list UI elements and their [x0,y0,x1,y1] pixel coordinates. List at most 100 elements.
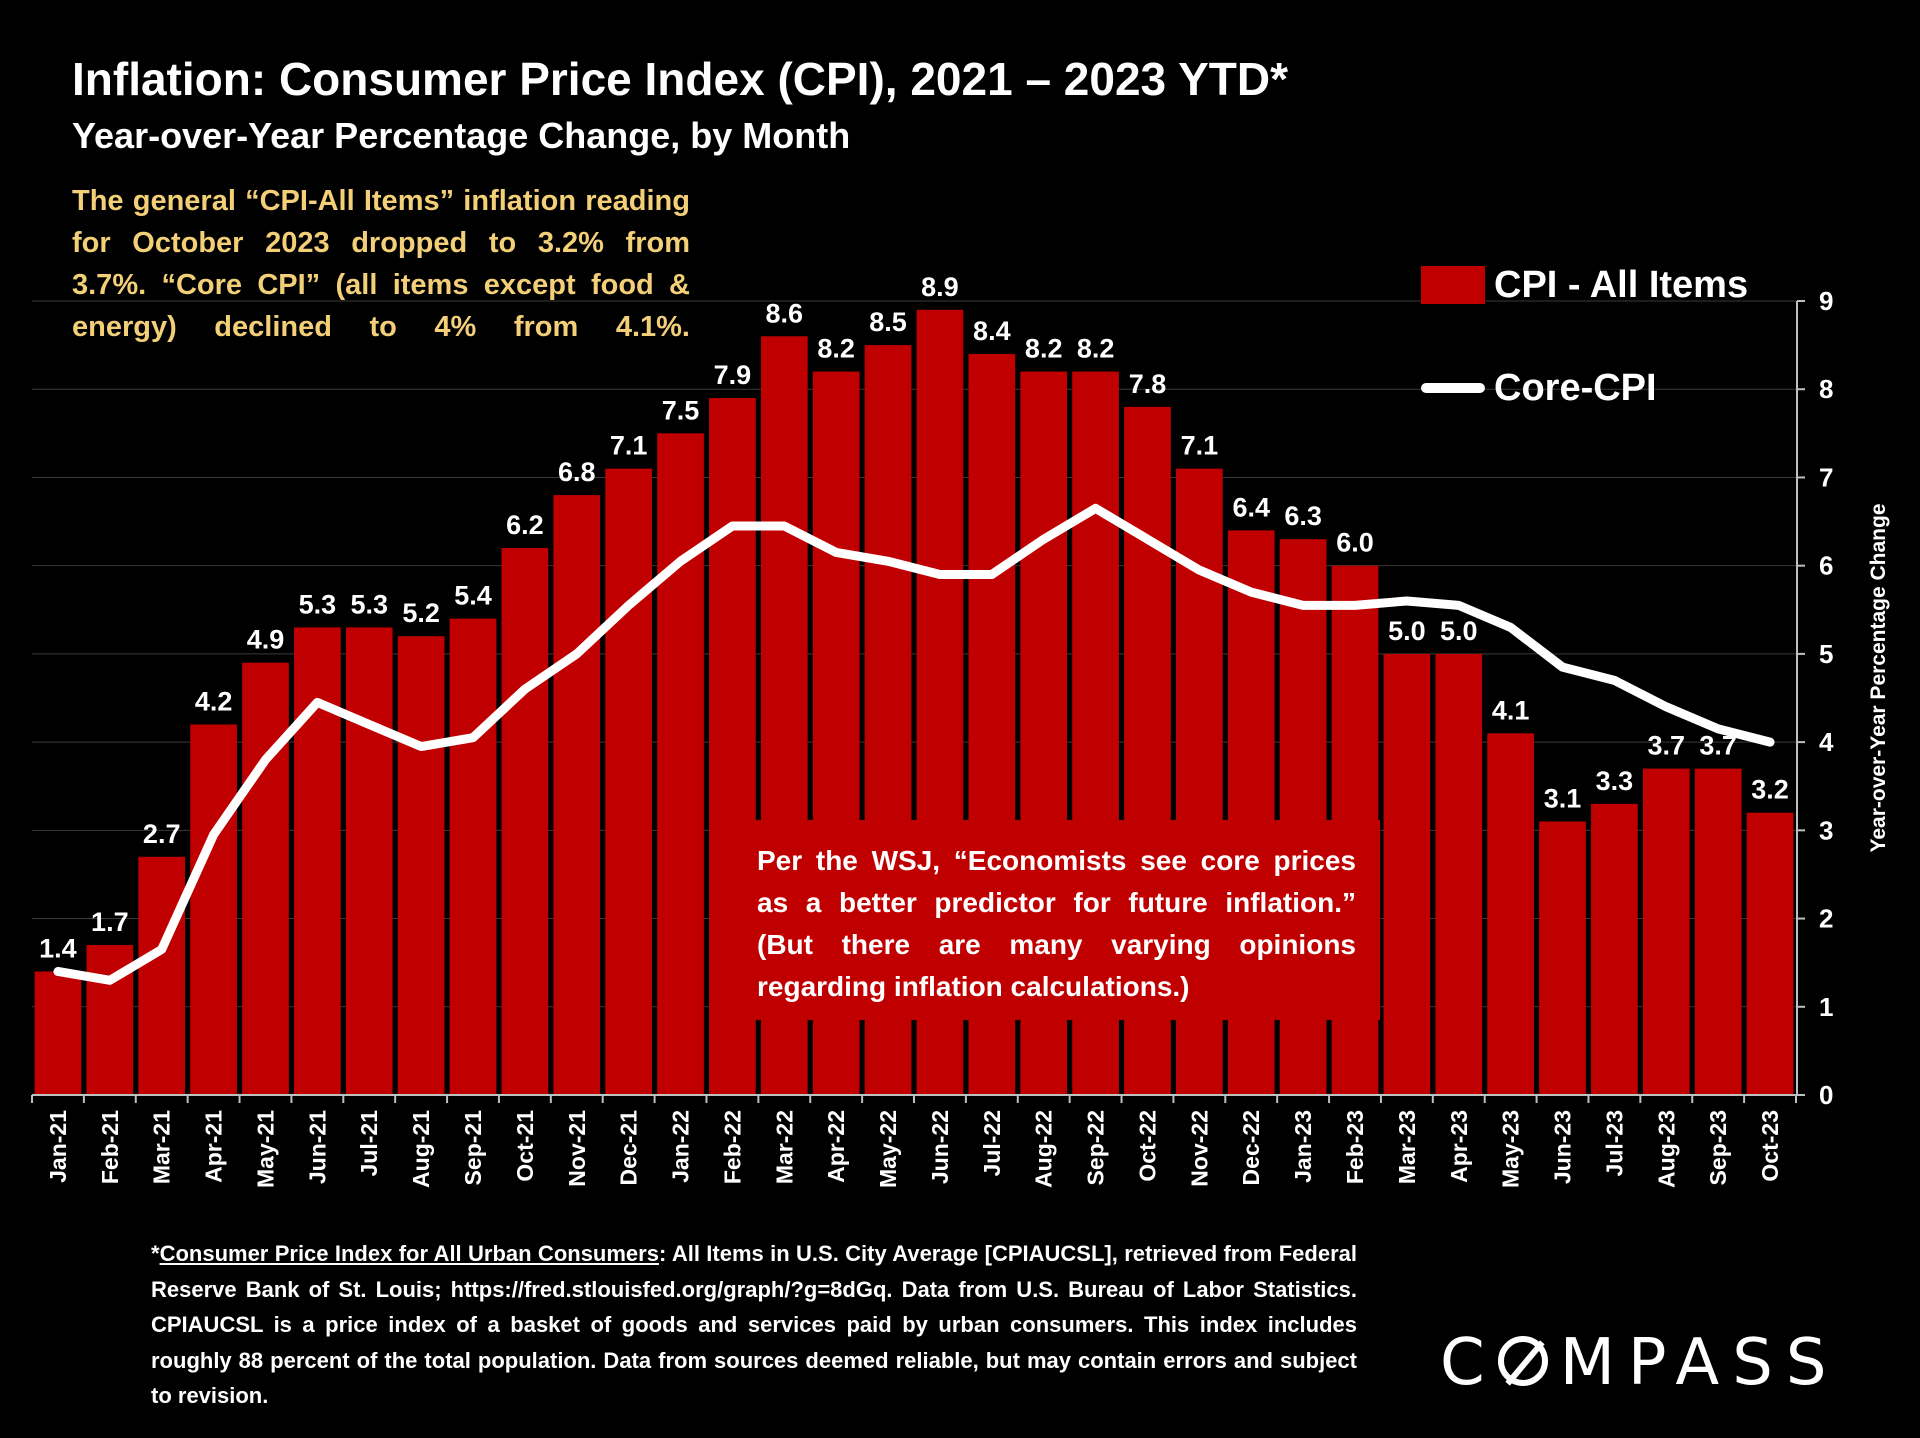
x-tick-label: Apr-23 [1446,1110,1472,1183]
core-cpi-line [53,503,1775,985]
x-tick-label: Oct-21 [512,1110,538,1182]
bar-data-label: 3.2 [1751,775,1789,805]
wsj-note-box: Per the WSJ, “Economists see core prices… [720,820,1380,1020]
bar [501,548,549,1095]
bar-data-label: 7.8 [1129,369,1167,399]
x-tick-label: Nov-21 [564,1110,590,1187]
legend-label-cpi: CPI - All Items [1494,264,1748,306]
y-axis-title: Year-over-Year Percentage Change [1867,503,1890,852]
x-tick-label: Jun-23 [1550,1110,1576,1184]
y-tick-label: 6 [1819,551,1833,581]
wsj-note-text: Per the WSJ, “Economists see core prices… [757,845,1356,1002]
x-tick-label: Jul-22 [979,1110,1005,1176]
y-tick-label: 0 [1819,1080,1833,1110]
x-tick-label: Aug-22 [1031,1110,1057,1188]
x-tick-label: Jul-21 [356,1110,382,1177]
y-tick-label: 7 [1819,462,1833,492]
footnote: *Consumer Price Index for All Urban Cons… [151,1236,1357,1414]
bar [1539,821,1586,1095]
bar-data-label: 8.9 [921,272,959,302]
logo-text-pre: C [1440,1326,1498,1400]
bar-data-label: 5.4 [454,581,492,611]
x-tick-label: Apr-22 [823,1110,849,1183]
y-tick-label: 3 [1819,815,1833,845]
bar-data-label: 3.7 [1648,731,1686,761]
bar [294,627,341,1095]
x-tick-label: Jan-21 [45,1110,71,1183]
bar [1435,653,1483,1095]
x-tick-label: May-22 [875,1110,901,1188]
bar-data-label: 7.1 [610,431,648,461]
y-tick-label: 2 [1819,904,1833,934]
bar-data-label: 6.3 [1284,501,1322,531]
bar-data-label: 6.8 [558,457,596,487]
y-tick-label: 1 [1819,992,1833,1022]
x-tick-label: Oct-23 [1757,1110,1783,1182]
x-tick-label: May-23 [1498,1110,1524,1188]
x-tick-label: Dec-22 [1238,1110,1264,1185]
bar [345,627,393,1095]
bar-data-label: 5.0 [1440,616,1478,646]
bar-data-label: 5.3 [350,589,388,619]
footnote-text: : All Items in U.S. City Average [CPIAUC… [151,1241,1357,1408]
x-tick-label: Jan-23 [1290,1110,1316,1183]
footnote-source-link[interactable]: Consumer Price Index for All Urban Consu… [159,1241,659,1266]
bar-data-label: 3.7 [1699,731,1737,761]
bar-data-label: 6.2 [506,510,544,540]
x-tick-label: Mar-21 [149,1110,175,1184]
bar-data-label: 6.4 [1232,492,1270,522]
y-tick-label: 5 [1819,639,1833,669]
bar-data-label: 4.1 [1492,695,1530,725]
x-tick-label: Mar-22 [771,1110,797,1184]
x-tick-label: Jun-21 [304,1110,330,1184]
compass-logo: COMPASS [1440,1326,1839,1400]
bar-data-label: 8.2 [1025,334,1063,364]
logo-o-mark: O [1497,1336,1548,1386]
bar-data-label: 5.0 [1388,616,1426,646]
bar [1383,653,1431,1095]
bar [1642,768,1690,1095]
bar [1694,768,1742,1095]
bar-data-label: 5.2 [402,598,440,628]
bar-data-label: 3.1 [1544,784,1582,814]
bar-data-label: 5.3 [299,589,337,619]
y-tick-label: 9 [1819,286,1833,316]
legend-swatch-cpi [1421,266,1485,304]
x-tick-label: Mar-23 [1394,1110,1420,1184]
bar [553,495,601,1096]
bar [1591,803,1638,1095]
bar-data-label: 2.7 [143,819,181,849]
bar-data-label: 8.6 [766,298,804,328]
x-tick-label: Oct-22 [1134,1110,1160,1182]
x-tick-label: May-21 [252,1110,278,1188]
bar [190,724,237,1095]
intro-note: The general “CPI-All Items” inflation re… [72,185,690,343]
x-tick-label: Jun-22 [927,1110,953,1184]
bar [605,468,652,1096]
bar-data-label: 3.3 [1596,766,1634,796]
bar [34,971,82,1095]
y-tick-label: 4 [1819,727,1834,757]
x-tick-label: Sep-23 [1705,1110,1731,1185]
x-tick-label: Nov-22 [1186,1110,1212,1187]
bar-data-label: 7.5 [662,395,700,425]
x-tick-label: Sep-22 [1083,1110,1109,1185]
bar [657,433,704,1095]
bar [1746,812,1794,1095]
x-tick-label: Dec-21 [616,1110,642,1186]
x-tick-label: Sep-21 [460,1110,486,1186]
x-tick-label: Feb-23 [1342,1110,1368,1184]
bar-data-label: 8.5 [869,307,907,337]
y-tick-label: 8 [1819,374,1833,404]
bar [1487,733,1534,1095]
footnote-star: * [151,1241,160,1266]
x-tick-label: Aug-23 [1653,1110,1679,1188]
bar-data-label: 8.2 [1077,334,1115,364]
bar-data-label: 4.9 [247,625,285,655]
bar-data-label: 1.7 [91,907,129,937]
legend-label-core: Core-CPI [1494,367,1657,409]
chart-subtitle: Year-over-Year Percentage Change, by Mon… [72,115,851,156]
x-tick-label: Jul-23 [1601,1110,1627,1176]
x-tick-label: Feb-22 [719,1110,745,1184]
